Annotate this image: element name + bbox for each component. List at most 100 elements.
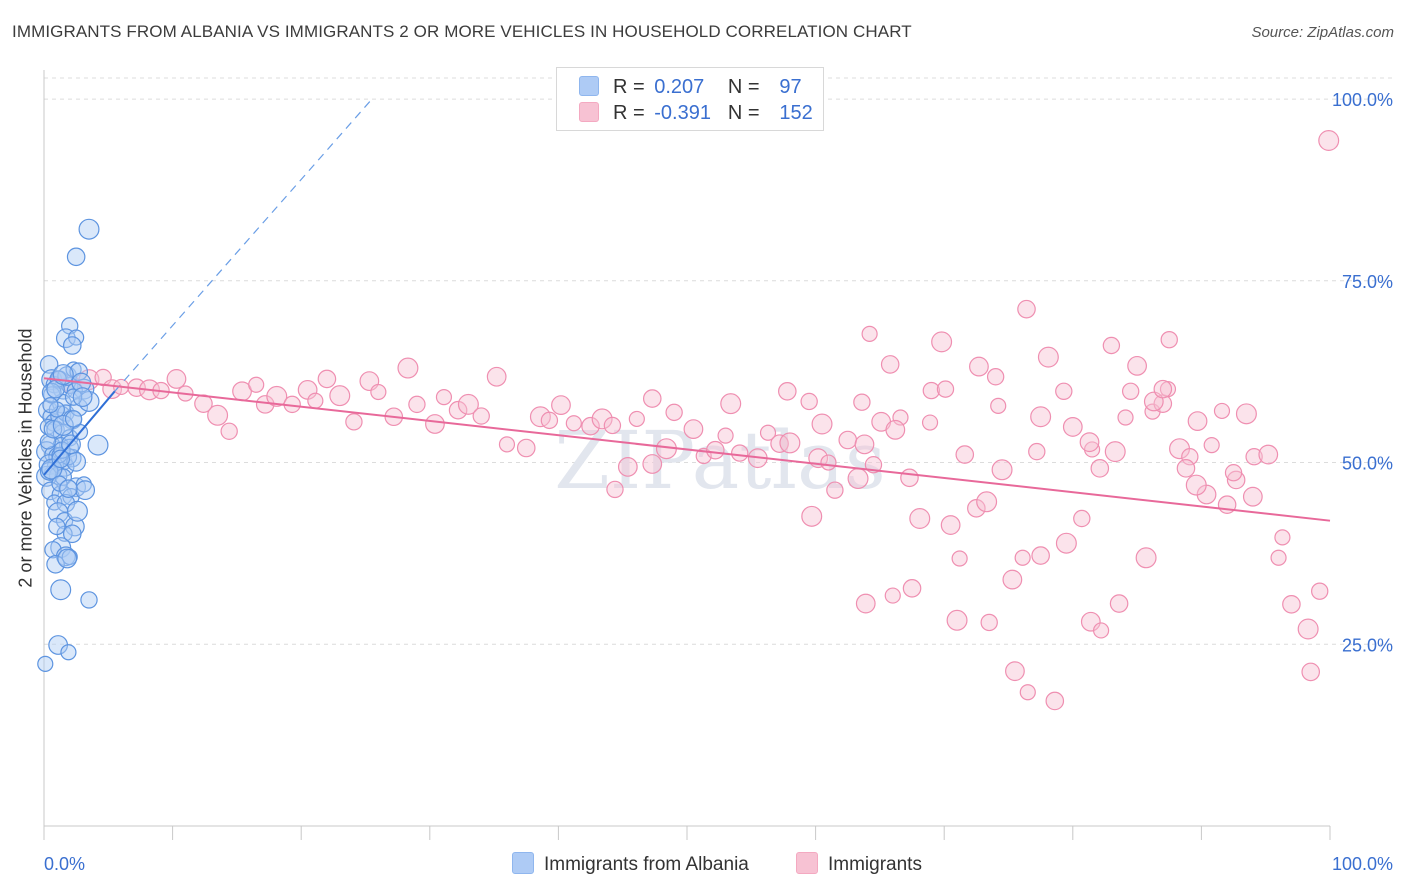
immigrants-point bbox=[820, 454, 837, 471]
immigrants-point bbox=[683, 419, 704, 440]
immigrants-point bbox=[800, 392, 818, 411]
albania-point bbox=[52, 414, 74, 436]
immigrants-point bbox=[1160, 330, 1178, 349]
immigrants-trend-line bbox=[43, 377, 1331, 522]
immigrants-point bbox=[540, 411, 559, 430]
albania-legend-label: Immigrants from Albania bbox=[544, 854, 749, 875]
immigrants-point bbox=[1031, 546, 1050, 565]
immigrants-point bbox=[665, 403, 683, 422]
immigrants-point bbox=[220, 422, 238, 440]
y-tick-label: 75.0% bbox=[1342, 272, 1393, 292]
immigrants-point bbox=[1017, 299, 1036, 319]
immigrants-point bbox=[779, 432, 801, 454]
immigrants-point bbox=[1176, 459, 1196, 478]
immigrants-point bbox=[1104, 441, 1126, 463]
albania-point bbox=[69, 397, 89, 417]
immigrants-point bbox=[976, 491, 998, 513]
immigrants-point bbox=[801, 505, 823, 527]
albania-point bbox=[37, 655, 54, 672]
immigrants-point bbox=[731, 444, 749, 462]
immigrants-point bbox=[345, 413, 363, 431]
immigrants-point bbox=[847, 468, 869, 490]
immigrants-point bbox=[1203, 436, 1220, 454]
immigrants-point bbox=[1090, 459, 1110, 478]
immigrants-point bbox=[826, 481, 844, 499]
immigrants-point bbox=[811, 413, 833, 435]
albania-point bbox=[75, 480, 96, 501]
albania-legend-swatch bbox=[512, 852, 534, 874]
albania-trend-line bbox=[43, 390, 116, 476]
immigrants-point bbox=[880, 355, 900, 374]
x-tick-label: 0.0% bbox=[44, 854, 85, 874]
albania-point bbox=[66, 500, 88, 522]
immigrants-point bbox=[329, 385, 351, 407]
r-label: R = bbox=[613, 102, 645, 124]
immigrants-point bbox=[642, 389, 662, 408]
albania-point bbox=[62, 336, 82, 355]
albania-point bbox=[62, 524, 82, 544]
immigrants-point bbox=[1301, 662, 1321, 682]
immigrants-point bbox=[885, 419, 906, 440]
albania-point bbox=[50, 579, 72, 601]
immigrants-point bbox=[1030, 406, 1052, 428]
immigrants-point bbox=[248, 376, 265, 393]
immigrants-point bbox=[921, 414, 939, 431]
immigrants-point bbox=[884, 587, 901, 604]
immigrants-point bbox=[1135, 547, 1157, 569]
immigrants-point bbox=[207, 404, 229, 426]
n-value: 97 bbox=[779, 76, 802, 98]
albania-point bbox=[78, 218, 100, 240]
legend-item-albania: Immigrants from Albania bbox=[512, 852, 749, 876]
y-axis-label: 2 or more Vehicles in Household bbox=[15, 328, 36, 588]
immigrants-point bbox=[909, 508, 931, 530]
albania-point bbox=[64, 410, 83, 428]
immigrants-point bbox=[955, 445, 975, 464]
immigrants-point bbox=[1109, 594, 1129, 613]
immigrants-point bbox=[1235, 403, 1257, 425]
immigrants-point bbox=[759, 424, 777, 441]
immigrants-point bbox=[855, 593, 876, 614]
n-label: N = bbox=[727, 76, 760, 98]
immigrants-point bbox=[717, 427, 734, 444]
immigrants-point bbox=[900, 468, 919, 488]
immigrants-point bbox=[854, 434, 875, 455]
immigrants-point bbox=[1079, 432, 1100, 453]
albania-point bbox=[48, 517, 66, 536]
immigrants-point bbox=[1121, 382, 1140, 400]
immigrants-point bbox=[1045, 691, 1065, 711]
immigrants-point bbox=[1002, 569, 1023, 590]
immigrants-point bbox=[1092, 622, 1110, 639]
immigrants-point bbox=[705, 440, 725, 460]
immigrants-point bbox=[591, 408, 613, 430]
immigrants-point bbox=[1181, 448, 1199, 466]
immigrants-point bbox=[922, 381, 941, 400]
immigrants-point bbox=[603, 416, 622, 435]
y-tick-label: 100.0% bbox=[1332, 90, 1393, 110]
immigrants-point bbox=[1185, 474, 1207, 496]
albania-point bbox=[59, 479, 78, 499]
immigrants-legend-label: Immigrants bbox=[828, 854, 922, 875]
immigrants-point bbox=[778, 381, 797, 401]
albania-point bbox=[46, 555, 65, 574]
immigrants-point bbox=[1270, 549, 1287, 566]
albania-point bbox=[66, 382, 83, 399]
immigrants-legend-swatch bbox=[796, 852, 818, 874]
immigrants-point bbox=[1028, 442, 1046, 461]
immigrants-point bbox=[1242, 486, 1263, 507]
immigrants-point bbox=[967, 499, 986, 518]
immigrants-swatch bbox=[579, 102, 599, 122]
immigrants-point bbox=[1073, 509, 1091, 528]
y-tick-label: 25.0% bbox=[1342, 635, 1393, 655]
albania-point bbox=[39, 355, 59, 374]
albania-point bbox=[87, 434, 109, 456]
immigrants-point bbox=[435, 389, 453, 406]
immigrants-point bbox=[1282, 594, 1301, 614]
chart-title: IMMIGRANTS FROM ALBANIA VS IMMIGRANTS 2 … bbox=[12, 22, 912, 41]
y-tick-label: 50.0% bbox=[1342, 454, 1393, 474]
immigrants-point bbox=[1318, 130, 1340, 152]
source-label: Source: ZipAtlas.com bbox=[1251, 24, 1394, 41]
albania-point bbox=[51, 449, 71, 469]
albania-point bbox=[42, 397, 59, 414]
immigrants-point bbox=[1005, 661, 1025, 682]
